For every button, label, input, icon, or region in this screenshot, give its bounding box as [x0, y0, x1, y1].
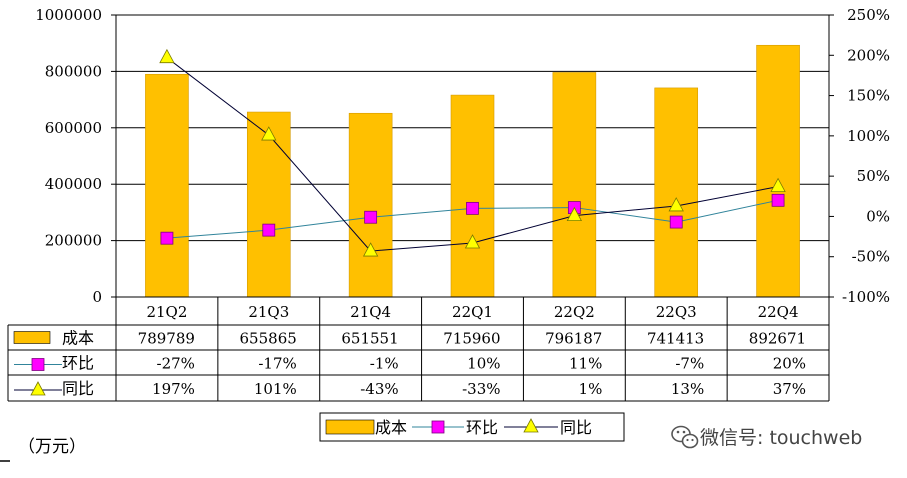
data-label: 10% — [467, 355, 500, 373]
right-tick-label: 200% — [847, 46, 890, 64]
watermark-text: 微信号: touchweb — [700, 427, 862, 449]
row-key-square — [31, 358, 45, 371]
row-key-triangle — [30, 381, 46, 396]
bar — [145, 73, 189, 298]
triangle-marker — [668, 197, 684, 212]
data-label: 11% — [569, 355, 602, 373]
legend-key-bar — [325, 419, 375, 435]
legend: 成本 环比 同比 — [319, 412, 625, 442]
right-tick-label: 250% — [847, 6, 890, 24]
right-tick-label: 150% — [847, 87, 890, 105]
data-label: -33% — [462, 380, 500, 398]
triangle-marker — [159, 48, 175, 64]
data-label: 651551 — [341, 330, 398, 348]
bar — [552, 72, 597, 298]
triangle-marker — [566, 206, 583, 222]
data-label: 741413 — [647, 330, 704, 348]
data-label: 101% — [254, 380, 297, 398]
row-label: 同比 — [62, 379, 94, 398]
left-tick-label: 1000000 — [35, 6, 102, 24]
bar — [348, 112, 393, 298]
watermark: 微信号: touchweb — [671, 425, 862, 449]
data-table: 21Q2 21Q3 21Q4 22Q1 22Q2 22Q3 22Q4 成本 789789 6558… — [7, 297, 830, 402]
triangle-marker — [464, 234, 481, 249]
category-label: 21Q4 — [350, 303, 391, 321]
data-label: -43% — [360, 380, 398, 398]
triangle-marker — [362, 242, 379, 257]
right-tick-label: 50% — [857, 167, 890, 185]
bar — [756, 44, 800, 298]
category-label: 21Q3 — [248, 303, 289, 321]
category-label: 21Q2 — [146, 303, 187, 321]
right-tick-label: 100% — [847, 127, 890, 145]
square-marker — [364, 210, 378, 224]
data-label: 789789 — [138, 330, 195, 348]
data-label: 20% — [773, 355, 806, 373]
left-tick-label: 400000 — [45, 175, 102, 193]
triangle-marker — [261, 126, 277, 141]
bar — [654, 87, 699, 298]
wechat-icon — [671, 425, 699, 449]
axes: 1000000 800000 600000 400000 200000 0 250% 200%… — [35, 6, 890, 306]
square-marker — [262, 223, 276, 237]
row-label: 环比 — [62, 354, 94, 373]
data-label: 796187 — [545, 330, 602, 348]
category-label: 22Q3 — [656, 303, 697, 321]
square-marker — [669, 215, 683, 229]
row-label: 成本 — [62, 329, 94, 348]
legend-key-triangle — [523, 418, 539, 433]
data-label: 655865 — [240, 330, 297, 348]
left-tick-label: 600000 — [45, 119, 102, 137]
legend-label: 同比 — [560, 418, 592, 437]
legend-label: 环比 — [466, 418, 498, 437]
category-label: 22Q2 — [554, 303, 595, 321]
legend-label: 成本 — [375, 418, 407, 437]
unit-note: （万元） — [18, 437, 86, 457]
square-marker — [466, 201, 479, 215]
left-tick-label: 200000 — [45, 232, 102, 250]
right-tick-label: -100% — [842, 288, 890, 306]
data-label: -27% — [157, 355, 195, 373]
data-label: 715960 — [443, 330, 500, 348]
legend-key-square — [431, 420, 445, 434]
data-label: -17% — [258, 355, 296, 373]
left-tick-label: 0 — [92, 288, 102, 306]
data-label: -7% — [675, 355, 704, 373]
data-label: 37% — [773, 380, 806, 398]
data-label: 197% — [152, 380, 195, 398]
line-series — [159, 48, 786, 257]
category-label: 22Q1 — [452, 303, 493, 321]
category-label: 22Q4 — [758, 303, 799, 321]
right-tick-label: -50% — [852, 248, 890, 266]
right-tick-label: 0% — [866, 207, 890, 225]
triangle-marker — [770, 177, 786, 193]
square-marker — [771, 193, 785, 207]
row-key-bar — [13, 331, 51, 344]
data-label: 892671 — [749, 330, 806, 348]
square-marker — [160, 231, 174, 245]
data-label: -1% — [370, 355, 399, 373]
data-label: 13% — [671, 380, 704, 398]
bar — [450, 94, 495, 298]
legend-box — [319, 412, 625, 442]
left-tick-label: 800000 — [45, 62, 102, 80]
data-label: 1% — [579, 380, 603, 398]
bar-series — [145, 44, 800, 298]
